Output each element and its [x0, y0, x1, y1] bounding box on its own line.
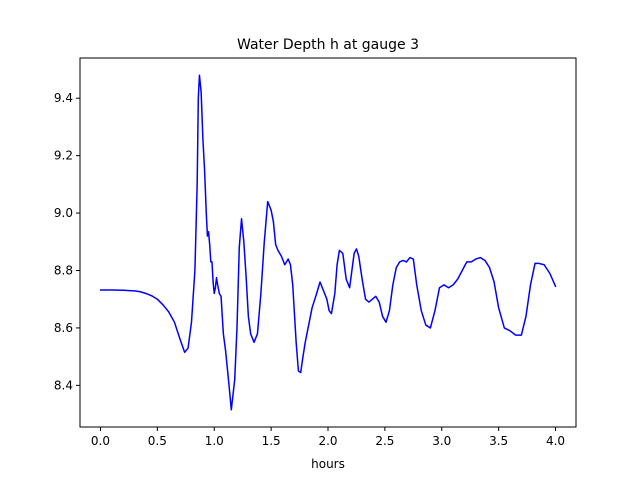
- series-line-0: [99, 74, 557, 411]
- y-axis: 8.4 8.6 8.8 9.0 9.2 9.4: [54, 91, 80, 392]
- x-tick-label: 2.0: [318, 434, 337, 448]
- x-tick-label: 3.5: [489, 434, 508, 448]
- y-tick-label: 8.8: [54, 263, 73, 277]
- x-tick-label: 2.5: [375, 434, 394, 448]
- y-tick-label: 9.4: [54, 91, 73, 105]
- chart-title: Water Depth h at gauge 3: [237, 37, 419, 53]
- y-tick-label: 8.4: [54, 378, 73, 392]
- y-tick-label: 9.2: [54, 149, 73, 163]
- x-tick-label: 1.0: [205, 434, 224, 448]
- series-layer: [99, 74, 557, 411]
- x-tick-label: 0.0: [91, 434, 110, 448]
- y-tick-label: 8.6: [54, 321, 73, 335]
- x-axis-label: hours: [311, 457, 345, 471]
- x-tick-label: 4.0: [546, 434, 565, 448]
- x-axis: 0.0 0.5 1.0 1.5 2.0 2.5 3.0 3.5 4.0: [91, 427, 565, 448]
- x-tick-label: 3.0: [432, 434, 451, 448]
- x-tick-label: 0.5: [148, 434, 167, 448]
- x-tick-label: 1.5: [262, 434, 281, 448]
- y-tick-label: 9.0: [54, 206, 73, 220]
